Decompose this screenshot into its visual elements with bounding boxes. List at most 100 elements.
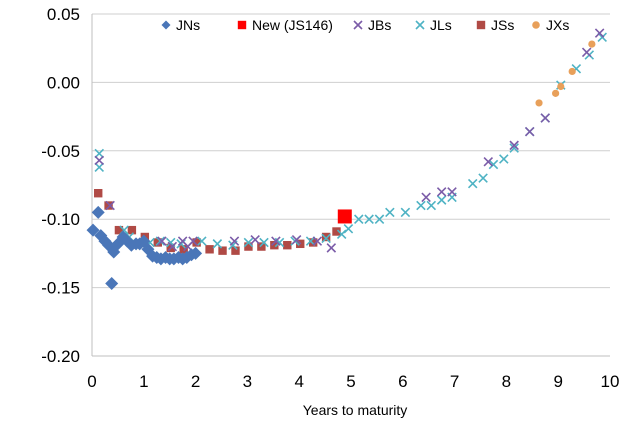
x-tick-label: 1	[139, 372, 148, 391]
data-point	[400, 207, 411, 218]
legend-marker	[415, 20, 425, 30]
data-point	[326, 243, 337, 253]
legend-label: JLs	[430, 17, 452, 33]
x-tick-label: 4	[294, 372, 303, 391]
data-point	[436, 187, 447, 197]
legend-item: JXs	[532, 17, 569, 33]
legend-marker	[237, 20, 247, 30]
data-point	[321, 232, 331, 242]
data-point	[229, 236, 240, 246]
data-point	[337, 209, 352, 224]
data-point	[421, 192, 431, 203]
x-axis-title: Years to maturity	[303, 402, 408, 418]
legend-item: JSs	[476, 17, 514, 33]
data-point	[312, 236, 323, 246]
data-point	[374, 214, 385, 224]
legend-label: JSs	[491, 17, 514, 33]
series-jbs	[94, 28, 605, 253]
legend-item: JNs	[161, 17, 200, 33]
data-point	[509, 143, 519, 153]
data-point	[385, 207, 395, 218]
data-point	[94, 162, 105, 172]
data-point	[488, 159, 499, 170]
data-point	[478, 173, 488, 183]
data-point	[167, 241, 178, 252]
legend-marker	[532, 21, 540, 29]
data-point	[250, 234, 260, 245]
y-tick-label: -0.15	[41, 279, 80, 298]
data-point	[483, 156, 494, 167]
data-point	[243, 237, 254, 248]
data-point	[179, 245, 188, 254]
legend-label: New (JS146)	[252, 17, 333, 33]
x-tick-label: 9	[553, 372, 562, 391]
data-series	[86, 28, 607, 290]
y-tick-label: 0.05	[47, 5, 80, 24]
x-tick-label: 10	[601, 372, 620, 391]
data-point	[308, 238, 318, 247]
data-point	[270, 240, 279, 250]
data-point	[259, 237, 269, 248]
x-tick-label: 8	[502, 372, 511, 391]
data-point	[291, 234, 302, 245]
data-point	[127, 225, 137, 235]
data-point	[257, 242, 266, 251]
data-point	[557, 82, 565, 91]
series-jns	[86, 205, 203, 290]
data-point	[189, 246, 203, 260]
legend-label: JXs	[546, 17, 569, 33]
data-point	[157, 236, 167, 246]
legend-item: JBs	[353, 17, 391, 33]
data-point	[540, 113, 551, 123]
data-point	[499, 154, 509, 164]
data-point	[192, 238, 201, 247]
data-point	[104, 201, 113, 210]
data-point	[114, 225, 124, 235]
data-point	[105, 276, 119, 290]
data-point	[305, 236, 316, 246]
data-point	[594, 28, 605, 38]
data-point	[332, 227, 341, 236]
data-point	[447, 187, 457, 197]
legend: JNs New (JS146) JBs JLs JSs JXs	[161, 17, 569, 33]
legend-marker	[476, 20, 486, 30]
data-point	[205, 245, 214, 254]
legend-label: JNs	[176, 17, 200, 33]
data-point	[86, 223, 100, 237]
data-point	[94, 189, 103, 198]
x-tick-label: 2	[191, 372, 200, 391]
data-point	[197, 236, 207, 246]
data-point	[105, 200, 115, 211]
legend-marker	[353, 20, 363, 30]
legend-marker	[161, 20, 171, 30]
data-point	[153, 238, 162, 247]
data-point	[581, 47, 592, 58]
legend-item: New (JS146)	[237, 17, 333, 33]
x-tick-label: 7	[450, 372, 459, 391]
data-point	[231, 246, 240, 255]
data-point	[467, 178, 478, 189]
data-point	[176, 239, 186, 249]
y-tick-label: -0.10	[41, 210, 80, 229]
axes: 0.05 0.00 -0.05 -0.10 -0.15 -0.20 0 1 2 3 4 5 6 7 8 9 10	[41, 5, 619, 391]
data-point	[94, 155, 105, 166]
data-point	[354, 214, 364, 224]
data-point	[535, 99, 543, 107]
data-point	[244, 242, 253, 251]
y-tick-label: -0.05	[41, 142, 80, 161]
x-tick-label: 3	[243, 372, 252, 391]
data-point	[509, 140, 519, 151]
legend-label: JBs	[368, 17, 391, 33]
data-point	[524, 126, 535, 137]
y-tick-label: 0.00	[47, 73, 80, 92]
data-point	[568, 67, 576, 76]
data-point	[94, 148, 105, 159]
data-point	[436, 195, 447, 205]
data-point	[188, 236, 198, 246]
data-point	[416, 200, 426, 211]
data-point	[271, 236, 281, 246]
data-point	[91, 205, 105, 219]
data-point	[336, 229, 347, 240]
data-point	[552, 89, 560, 97]
